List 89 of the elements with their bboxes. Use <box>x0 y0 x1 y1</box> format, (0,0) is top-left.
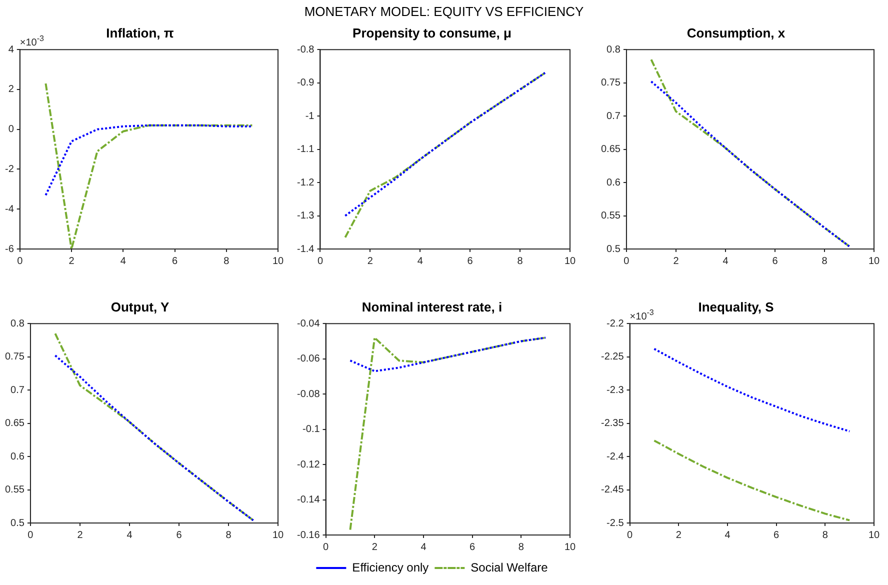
x-tick-label: 6 <box>774 530 780 541</box>
x-tick-label: 2 <box>372 542 378 553</box>
x-tick-label: 10 <box>564 256 576 267</box>
y-tick-label: 0.6 <box>10 451 25 462</box>
legend-label: Social Welfare <box>470 560 548 574</box>
y-tick-label: -2 <box>4 164 14 175</box>
x-tick-label: 0 <box>323 542 330 553</box>
line-series <box>44 124 254 196</box>
y-tick-label: -1 <box>305 110 315 122</box>
y-tick-label: 0.55 <box>600 210 621 222</box>
y-tick-label: -2.3 <box>606 384 624 396</box>
line-series <box>44 82 254 249</box>
y-tick-label: 0.5 <box>606 244 621 255</box>
y-tick-label: 0.8 <box>10 318 25 330</box>
y-tick-label: 0.7 <box>10 384 25 396</box>
x-tick-label: 2 <box>367 256 374 267</box>
x-tick-label: 6 <box>470 542 476 553</box>
x-tick-label: 8 <box>224 256 230 267</box>
line-series <box>349 336 547 531</box>
chart-title: Output, Y <box>110 299 170 314</box>
x-tick-label: 0 <box>627 530 634 541</box>
y-tick-label: -0.08 <box>296 388 320 400</box>
y-tick-label: -4 <box>4 204 14 215</box>
y-tick-label: -1.1 <box>296 144 315 156</box>
y-tick-label: 0.7 <box>606 110 621 122</box>
x-tick-label: 8 <box>226 530 232 541</box>
y-tick-label: -1.3 <box>296 210 315 222</box>
chart-title: Consumption, x <box>686 25 786 40</box>
x-tick-label: 2 <box>77 530 84 541</box>
y-tick-label: -2.35 <box>600 418 624 430</box>
x-tick-label: 8 <box>822 530 828 541</box>
y-tick-label: -2.45 <box>600 484 624 496</box>
y-tick-label: 0.6 <box>606 177 621 188</box>
y-tick-label: -0.04 <box>296 318 320 330</box>
chart-title: Inflation, π <box>106 25 174 40</box>
y-tick-label: 0.75 <box>600 78 621 89</box>
x-tick-label: 10 <box>868 256 880 267</box>
y-tick-label: -0.9 <box>296 78 315 89</box>
x-tick-label: 2 <box>673 256 680 267</box>
chart-title: Propensity to consume, μ <box>352 25 512 40</box>
y-tick-label: 0.5 <box>10 518 25 529</box>
y-tick-label: 0.75 <box>4 352 25 363</box>
x-tick-label: 10 <box>272 256 284 267</box>
y-tick-label: -0.8 <box>296 44 315 56</box>
x-tick-label: 6 <box>772 256 778 267</box>
line-series <box>653 348 851 432</box>
x-tick-label: 4 <box>420 542 427 553</box>
y-tick-label: 0.8 <box>606 44 621 56</box>
x-tick-label: 0 <box>28 530 34 541</box>
y-tick-label: -1.4 <box>296 244 315 255</box>
y-tick-label: -2.4 <box>606 451 624 462</box>
x-tick-label: 2 <box>676 530 682 541</box>
line-series <box>349 336 547 372</box>
y-tick-label: -2.2 <box>606 318 624 330</box>
chart-title: Inequality, S <box>698 299 774 314</box>
x-tick-label: 8 <box>822 256 828 267</box>
y-tick-label: -2.25 <box>600 352 624 363</box>
x-tick-label: 4 <box>417 256 424 267</box>
text: MONETARY MODEL: EQUITY VS EFFICIENCY <box>303 4 585 19</box>
x-tick-label: 10 <box>868 530 880 541</box>
y-tick-label: 0 <box>8 124 14 136</box>
x-tick-label: 8 <box>517 256 524 267</box>
y-tick-label: -2.5 <box>606 518 624 529</box>
chart-title: Nominal interest rate, i <box>362 299 502 314</box>
x-tick-label: 4 <box>722 256 729 267</box>
y-tick-label: 4 <box>8 44 14 56</box>
y-tick-label: -0.1 <box>302 424 320 436</box>
x-tick-label: 10 <box>272 530 284 541</box>
x-tick-label: 6 <box>467 256 474 267</box>
x-tick-label: 2 <box>68 256 75 267</box>
y-tick-label: -0.16 <box>296 530 320 541</box>
x-tick-label: 10 <box>564 542 576 553</box>
y-tick-label: -0.14 <box>296 494 320 506</box>
x-tick-label: 4 <box>120 256 126 267</box>
x-tick-label: 8 <box>518 542 524 553</box>
x-tick-label: 4 <box>126 530 133 541</box>
y-tick-label: -0.06 <box>296 354 320 365</box>
legend-label: Efficiency only <box>352 560 429 574</box>
line-series <box>653 440 851 522</box>
x-tick-label: 6 <box>172 256 178 267</box>
y-tick-label: -6 <box>4 244 14 255</box>
x-tick-label: 6 <box>176 530 182 541</box>
y-tick-label: 0.65 <box>600 144 621 156</box>
y-tick-label: 2 <box>8 84 14 96</box>
y-tick-label: 0.65 <box>4 418 25 430</box>
y-tick-label: -0.12 <box>296 459 320 470</box>
x-tick-label: 4 <box>724 530 731 541</box>
y-tick-label: 0.55 <box>4 484 25 496</box>
y-tick-label: -1.2 <box>296 177 315 188</box>
